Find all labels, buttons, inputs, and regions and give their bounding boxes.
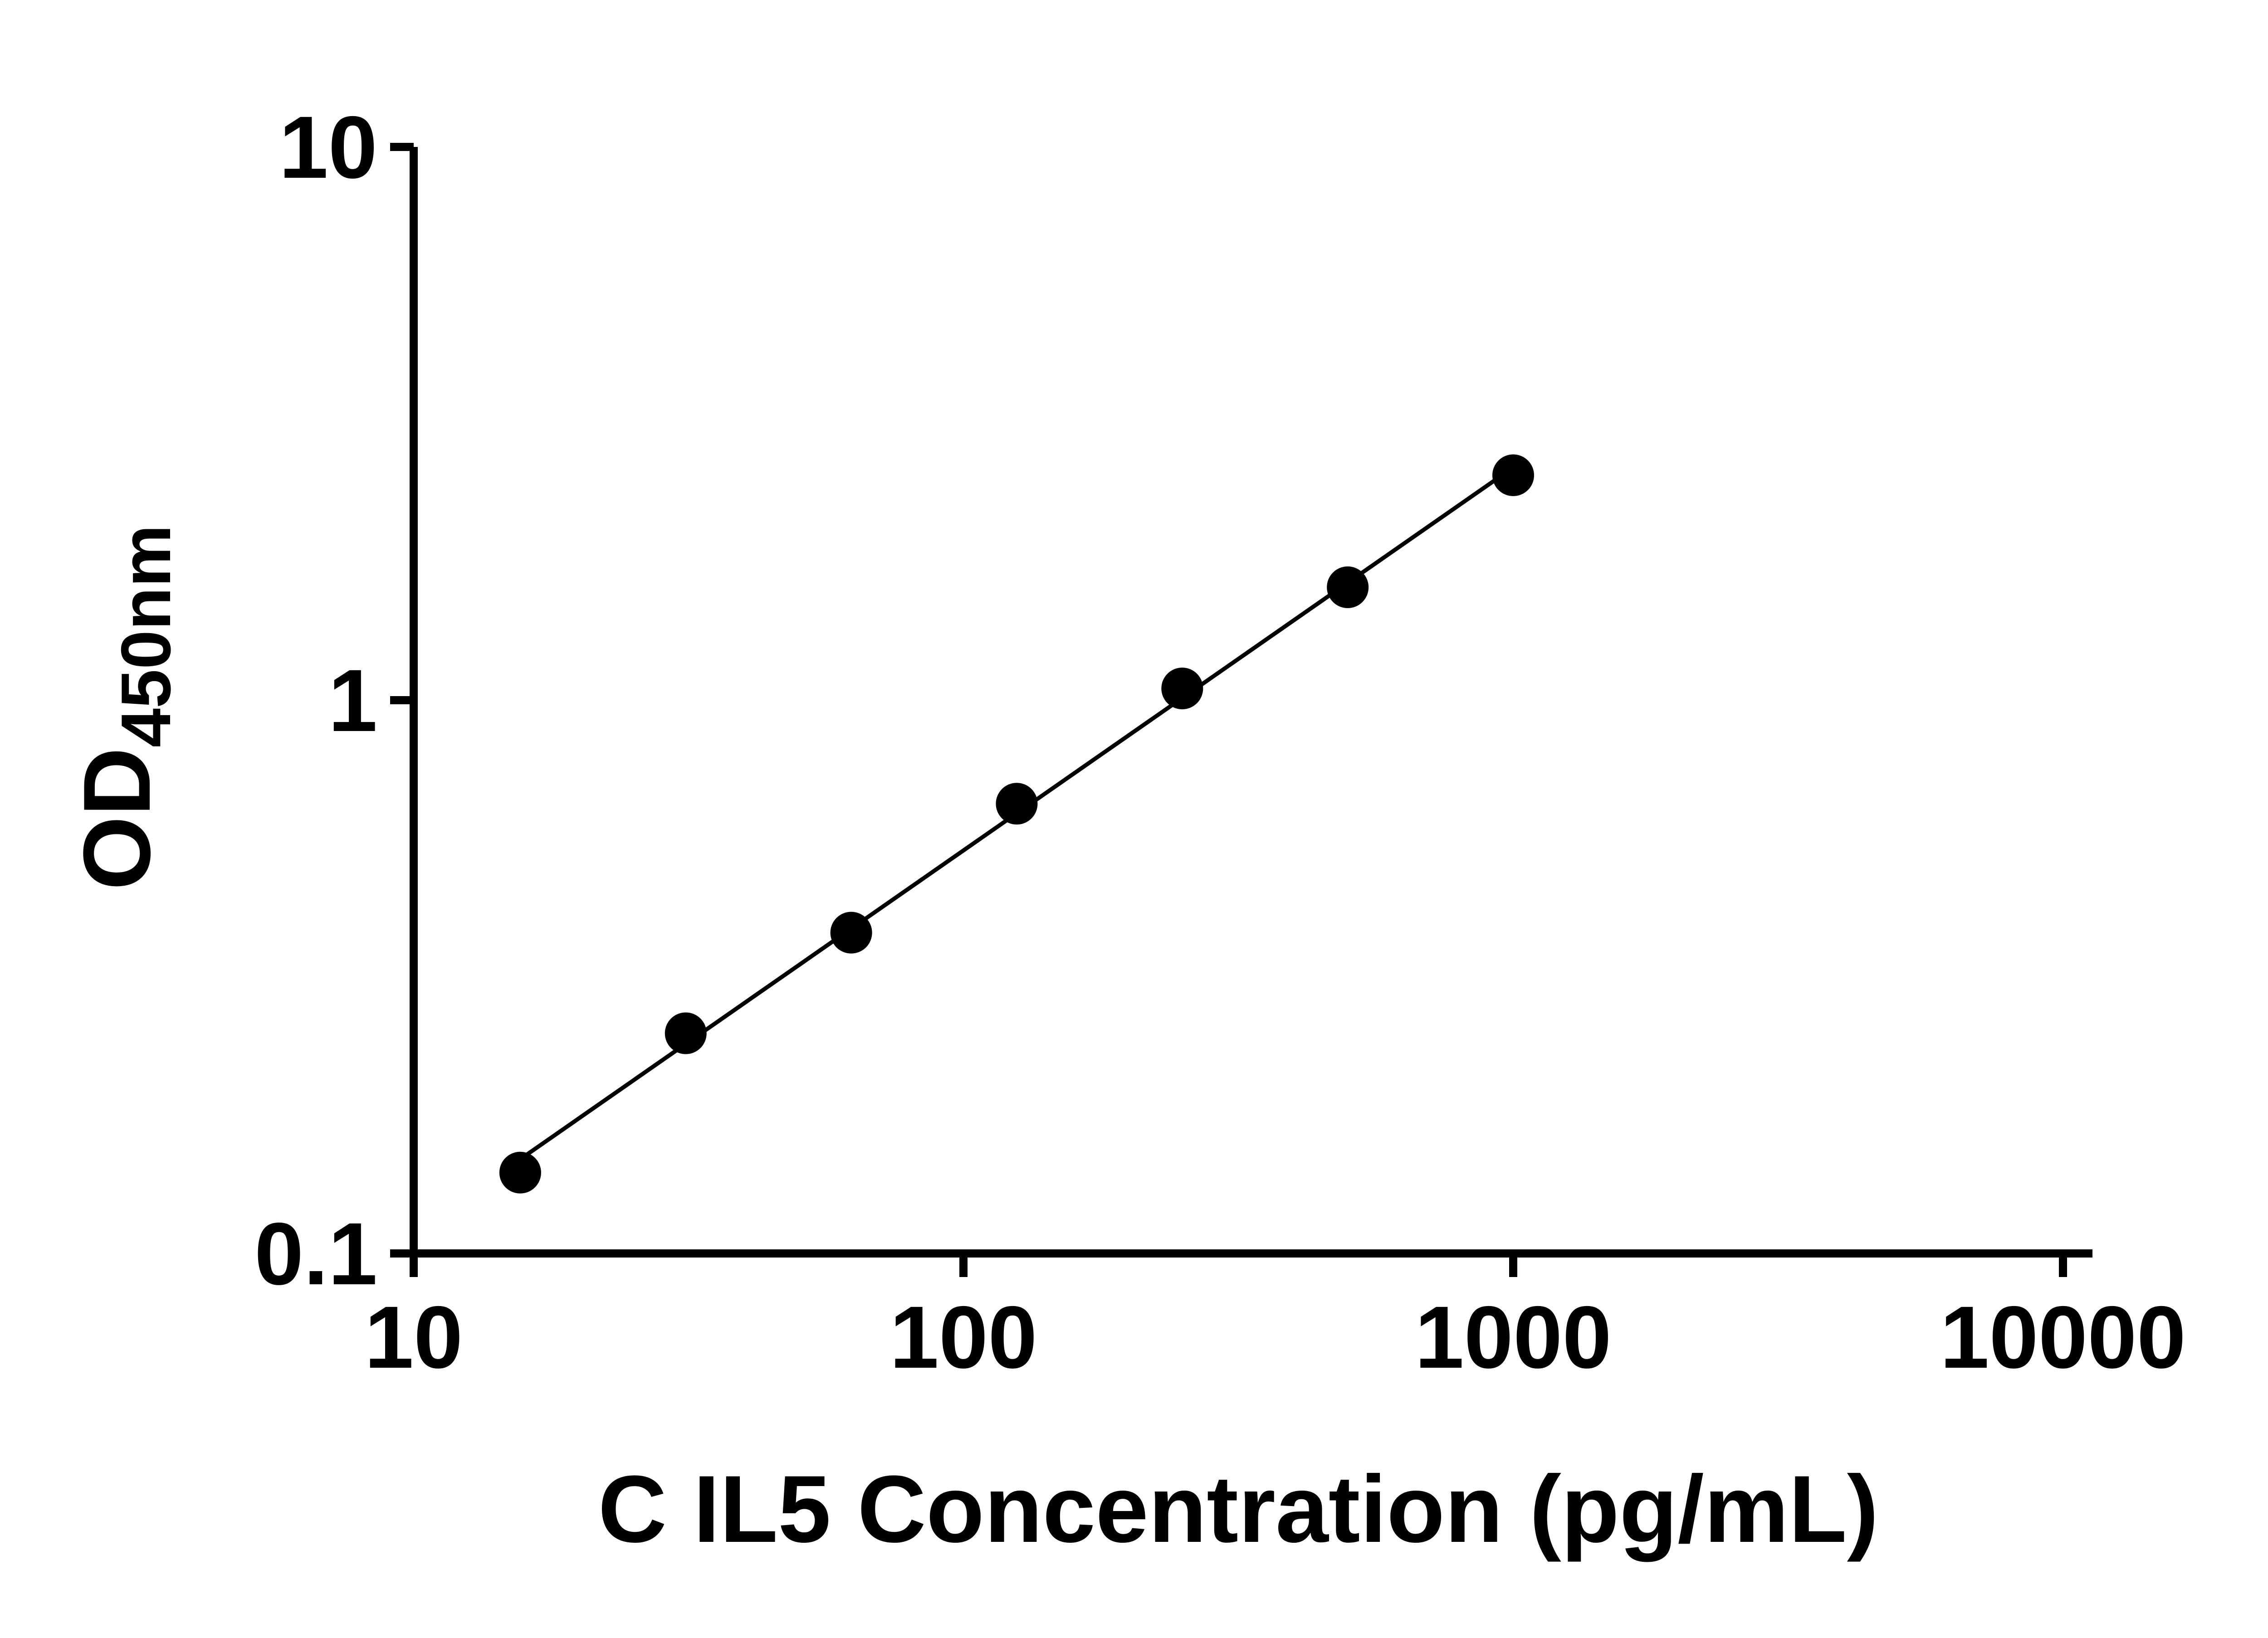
data-point xyxy=(1492,454,1534,497)
data-point xyxy=(830,912,872,954)
data-point xyxy=(1161,668,1203,710)
data-point xyxy=(665,1012,707,1054)
x-tick-label: 10000 xyxy=(1940,1288,2186,1387)
axes-group: 10 100 1000 10000 0.1 1 10 xyxy=(254,98,2186,1387)
y-tick-label: 10 xyxy=(279,98,377,197)
x-axis-title: C IL5 Concentration (pg/mL) xyxy=(598,1456,1878,1562)
y-axis-title: OD450nm xyxy=(64,525,185,890)
y-tick-label: 1 xyxy=(328,651,377,750)
x-tick-label: 10 xyxy=(365,1288,463,1387)
points-group xyxy=(499,454,1534,1194)
x-tick-label: 1000 xyxy=(1415,1288,1612,1387)
y-axis-title-main: OD xyxy=(64,747,170,890)
data-point xyxy=(996,783,1038,825)
y-tick-label: 0.1 xyxy=(254,1204,377,1303)
y-axis-title-subscript: 450nm xyxy=(107,525,185,747)
x-tick-label: 100 xyxy=(890,1288,1037,1387)
data-point xyxy=(1327,566,1369,608)
data-point xyxy=(499,1151,541,1194)
